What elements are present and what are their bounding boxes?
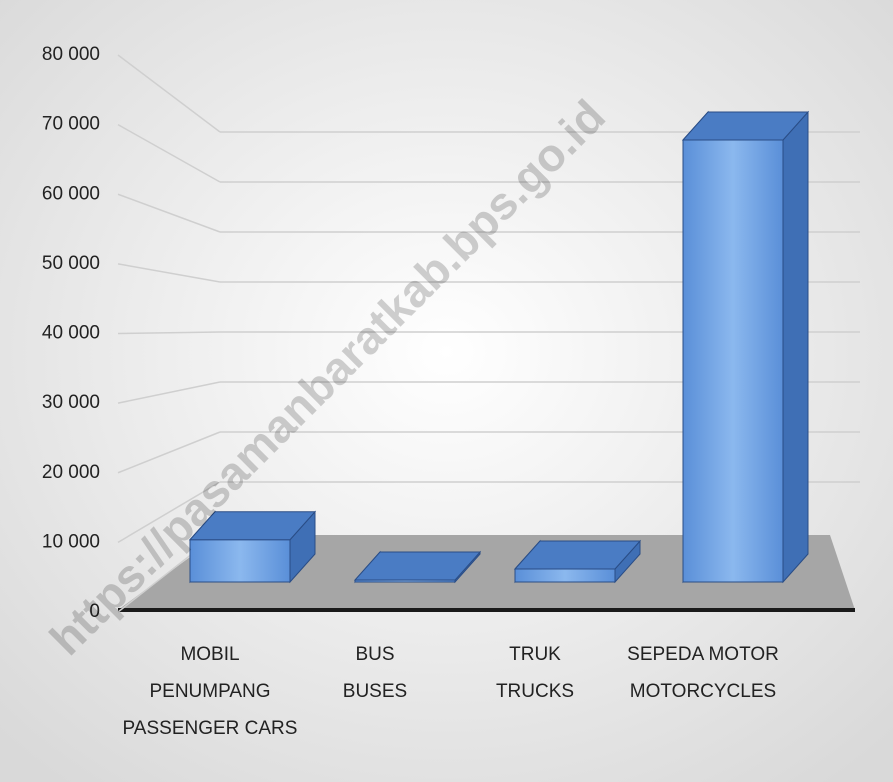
y-tick-label: 80 000: [42, 44, 100, 65]
grid-line: [117, 381, 221, 404]
bar-face: [353, 551, 482, 581]
y-tick-label: 60 000: [42, 183, 100, 204]
y-tick-label: 0: [89, 601, 100, 622]
x-tick-label: SEPEDA MOTOR: [627, 644, 779, 665]
grid-line: [117, 331, 221, 335]
bar: [188, 510, 317, 584]
bar: [353, 550, 482, 584]
y-tick-label: 20 000: [42, 462, 100, 483]
bar: [681, 110, 810, 584]
x-tick-label: TRUK: [509, 644, 561, 665]
bar-face: [681, 111, 810, 141]
x-tick-label: TRUCKS: [496, 681, 574, 702]
y-tick-label: 30 000: [42, 392, 100, 413]
grid-line: [117, 431, 221, 474]
grid-line: [117, 193, 221, 233]
x-tick-label: BUSES: [343, 681, 407, 702]
grid-line: [117, 481, 221, 544]
y-tick-label: 70 000: [42, 114, 100, 135]
bar-face: [682, 139, 784, 583]
bar-face: [189, 539, 291, 583]
y-tick-label: 40 000: [42, 323, 100, 344]
bar: [513, 539, 642, 584]
x-tick-label: PASSENGER CARS: [123, 718, 298, 739]
y-tick-label: 10 000: [42, 531, 100, 552]
x-tick-label: MOBIL: [180, 644, 239, 665]
x-tick-label: PENUMPANG: [149, 681, 270, 702]
grid-line: [117, 123, 221, 183]
y-tick-label: 50 000: [42, 253, 100, 274]
bar-face: [782, 110, 809, 584]
grid-line: [117, 263, 221, 283]
x-tick-label: MOTORCYCLES: [630, 681, 776, 702]
bar-face: [188, 511, 317, 541]
x-tick-label: BUS: [355, 644, 394, 665]
bar-face: [514, 568, 616, 583]
grid-line: [117, 54, 221, 133]
bar-face: [513, 540, 642, 570]
